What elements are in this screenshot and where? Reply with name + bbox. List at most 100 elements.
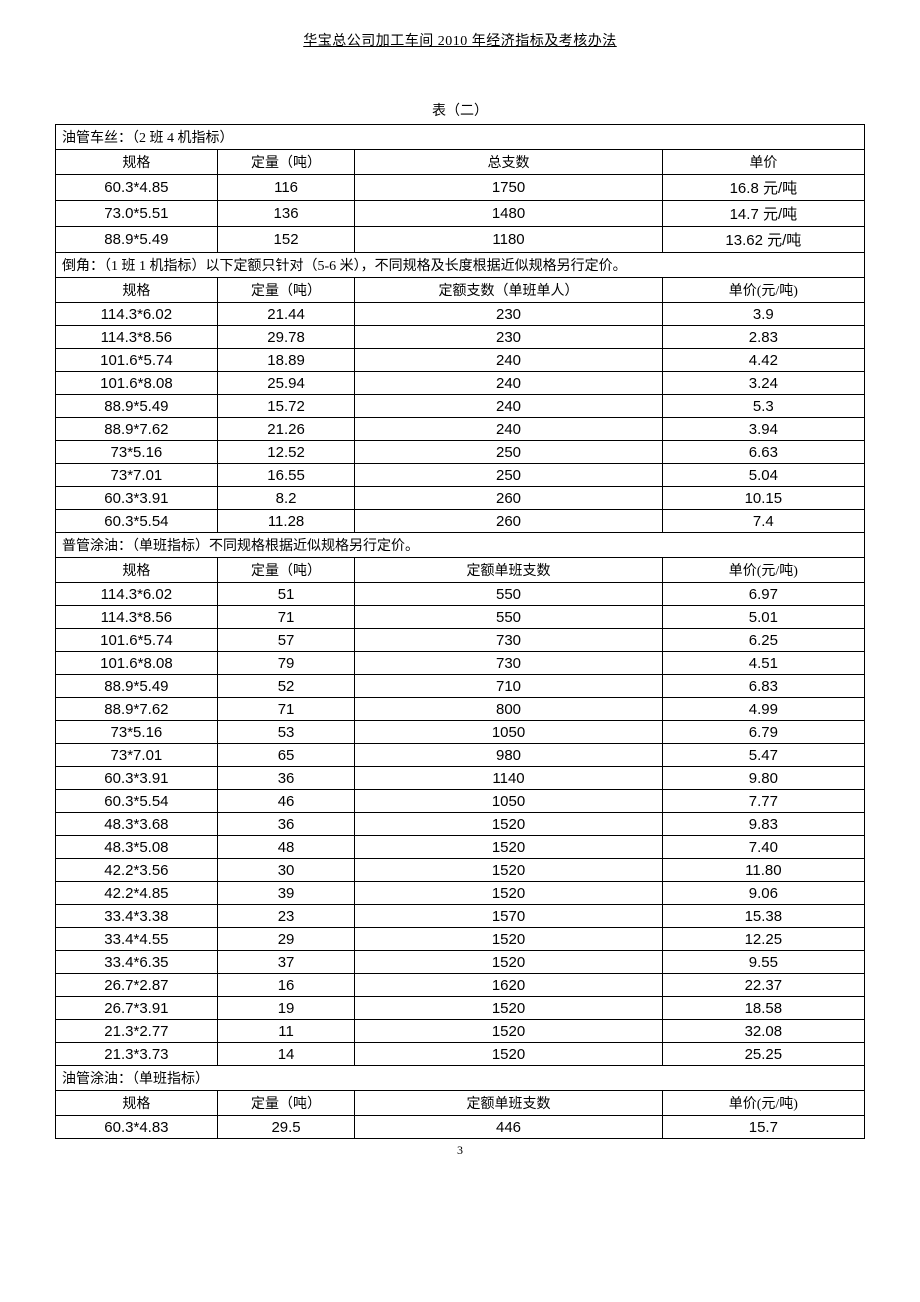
section3-row16-c0: 33.4*6.35 <box>56 951 218 974</box>
section3-row9-c3: 7.77 <box>662 790 864 813</box>
section3-row2-c0: 101.6*5.74 <box>56 629 218 652</box>
section3-row14-c0: 33.4*3.38 <box>56 905 218 928</box>
section3-row18-c1: 19 <box>217 997 355 1020</box>
section1-row0-c1: 116 <box>217 175 355 201</box>
section3-row3-c3: 4.51 <box>662 652 864 675</box>
section3-row8-c0: 60.3*3.91 <box>56 767 218 790</box>
section3-row0-c1: 51 <box>217 583 355 606</box>
section3-row0-c3: 6.97 <box>662 583 864 606</box>
section2-row3-c1: 25.94 <box>217 372 355 395</box>
section2-row5-c0: 88.9*7.62 <box>56 418 218 441</box>
section4-header-col-2: 定额单班支数 <box>355 1091 662 1116</box>
section2-title: 倒角：（1 班 1 机指标）以下定额只针对（5-6 米），不同规格及长度根据近似… <box>56 253 865 278</box>
section3-title: 普管涂油：（单班指标）不同规格根据近似规格另行定价。 <box>56 533 865 558</box>
section3-row0-c0: 114.3*6.02 <box>56 583 218 606</box>
section3-row9-c1: 46 <box>217 790 355 813</box>
section3-row5-c3: 4.99 <box>662 698 864 721</box>
section3-row7-c0: 73*7.01 <box>56 744 218 767</box>
section2-row1-c3: 2.83 <box>662 326 864 349</box>
section1-header-col-1: 定量（吨） <box>217 150 355 175</box>
section3-row5-c2: 800 <box>355 698 662 721</box>
section3-row19-c1: 11 <box>217 1020 355 1043</box>
section2-row9-c1: 11.28 <box>217 510 355 533</box>
section2-row7-c0: 73*7.01 <box>56 464 218 487</box>
section3-row20-c2: 1520 <box>355 1043 662 1066</box>
section2-row9-c2: 260 <box>355 510 662 533</box>
section2-row4-c1: 15.72 <box>217 395 355 418</box>
section1-header-col-0: 规格 <box>56 150 218 175</box>
section3-header-col-3: 单价(元/吨) <box>662 558 864 583</box>
section3-row4-c0: 88.9*5.49 <box>56 675 218 698</box>
section2-row7-c3: 5.04 <box>662 464 864 487</box>
section3-header-col-1: 定量（吨） <box>217 558 355 583</box>
section2-row5-c1: 21.26 <box>217 418 355 441</box>
section3-row10-c0: 48.3*3.68 <box>56 813 218 836</box>
section3-row17-c2: 1620 <box>355 974 662 997</box>
section3-row1-c2: 550 <box>355 606 662 629</box>
section3-row12-c1: 30 <box>217 859 355 882</box>
section1-header-col-2: 总支数 <box>355 150 662 175</box>
section2-row6-c1: 12.52 <box>217 441 355 464</box>
section3-row11-c2: 1520 <box>355 836 662 859</box>
section3-row19-c0: 21.3*2.77 <box>56 1020 218 1043</box>
section2-row3-c2: 240 <box>355 372 662 395</box>
section3-row13-c2: 1520 <box>355 882 662 905</box>
page-number: 3 <box>55 1143 865 1158</box>
section2-row4-c0: 88.9*5.49 <box>56 395 218 418</box>
section2-row6-c2: 250 <box>355 441 662 464</box>
section1-row0-c0: 60.3*4.85 <box>56 175 218 201</box>
section2-row5-c3: 3.94 <box>662 418 864 441</box>
section1-row2-c2: 1180 <box>355 227 662 253</box>
section3-row3-c1: 79 <box>217 652 355 675</box>
section3-row4-c2: 710 <box>355 675 662 698</box>
section3-row13-c3: 9.06 <box>662 882 864 905</box>
section2-row9-c0: 60.3*5.54 <box>56 510 218 533</box>
section1-title: 油管车丝：（2 班 4 机指标） <box>56 125 865 150</box>
section2-row2-c2: 240 <box>355 349 662 372</box>
section2-row6-c3: 6.63 <box>662 441 864 464</box>
section3-row12-c3: 11.80 <box>662 859 864 882</box>
section2-row6-c0: 73*5.16 <box>56 441 218 464</box>
section3-row9-c0: 60.3*5.54 <box>56 790 218 813</box>
section2-row0-c3: 3.9 <box>662 303 864 326</box>
section4-row0-c0: 60.3*4.83 <box>56 1116 218 1139</box>
section1-row1-c2: 1480 <box>355 201 662 227</box>
section3-row11-c0: 48.3*5.08 <box>56 836 218 859</box>
section2-row0-c0: 114.3*6.02 <box>56 303 218 326</box>
section4-row0-c1: 29.5 <box>217 1116 355 1139</box>
section1-row2-c1: 152 <box>217 227 355 253</box>
section2-row5-c2: 240 <box>355 418 662 441</box>
section1-row1-c3: 14.7 元/吨 <box>662 201 864 227</box>
section2-row8-c2: 260 <box>355 487 662 510</box>
section3-row9-c2: 1050 <box>355 790 662 813</box>
section2-row7-c2: 250 <box>355 464 662 487</box>
section2-row4-c3: 5.3 <box>662 395 864 418</box>
section3-row2-c3: 6.25 <box>662 629 864 652</box>
section4-header-col-1: 定量（吨） <box>217 1091 355 1116</box>
section4-header-col-0: 规格 <box>56 1091 218 1116</box>
section1-row1-c0: 73.0*5.51 <box>56 201 218 227</box>
section3-row12-c0: 42.2*3.56 <box>56 859 218 882</box>
section2-row8-c0: 60.3*3.91 <box>56 487 218 510</box>
section3-row12-c2: 1520 <box>355 859 662 882</box>
section3-row10-c1: 36 <box>217 813 355 836</box>
section3-row17-c0: 26.7*2.87 <box>56 974 218 997</box>
section3-row1-c1: 71 <box>217 606 355 629</box>
section2-row8-c3: 10.15 <box>662 487 864 510</box>
section3-row16-c3: 9.55 <box>662 951 864 974</box>
section3-row10-c3: 9.83 <box>662 813 864 836</box>
page-header-title: 华宝总公司加工车间 2010 年经济指标及考核办法 <box>55 30 865 50</box>
table-caption: 表（二） <box>55 100 865 120</box>
section3-row2-c1: 57 <box>217 629 355 652</box>
section2-row0-c1: 21.44 <box>217 303 355 326</box>
section3-row6-c2: 1050 <box>355 721 662 744</box>
section2-header-col-0: 规格 <box>56 278 218 303</box>
section1-header-col-3: 单价 <box>662 150 864 175</box>
section3-row18-c2: 1520 <box>355 997 662 1020</box>
section3-row17-c1: 16 <box>217 974 355 997</box>
section1-row0-c3: 16.8 元/吨 <box>662 175 864 201</box>
section3-row7-c3: 5.47 <box>662 744 864 767</box>
section3-header-col-0: 规格 <box>56 558 218 583</box>
section1-row2-c3: 13.62 元/吨 <box>662 227 864 253</box>
section2-row2-c0: 101.6*5.74 <box>56 349 218 372</box>
